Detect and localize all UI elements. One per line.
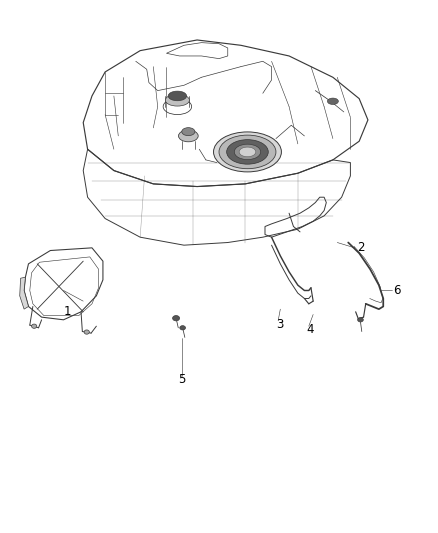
- Text: 5: 5: [178, 373, 185, 386]
- Ellipse shape: [357, 318, 363, 322]
- Ellipse shape: [234, 144, 261, 160]
- Ellipse shape: [179, 130, 198, 142]
- Ellipse shape: [327, 98, 338, 104]
- Ellipse shape: [219, 135, 276, 168]
- Ellipse shape: [182, 128, 195, 136]
- Ellipse shape: [32, 324, 37, 328]
- Ellipse shape: [166, 94, 189, 106]
- Ellipse shape: [180, 326, 186, 330]
- Ellipse shape: [213, 132, 281, 172]
- Ellipse shape: [173, 316, 180, 321]
- Text: 3: 3: [276, 318, 283, 330]
- Text: 4: 4: [306, 323, 314, 336]
- Polygon shape: [20, 277, 28, 309]
- Ellipse shape: [84, 330, 89, 334]
- Ellipse shape: [239, 147, 256, 157]
- Text: 2: 2: [357, 241, 364, 254]
- Text: 1: 1: [64, 305, 72, 318]
- Ellipse shape: [226, 140, 268, 164]
- Text: 6: 6: [393, 284, 401, 297]
- Ellipse shape: [168, 91, 187, 101]
